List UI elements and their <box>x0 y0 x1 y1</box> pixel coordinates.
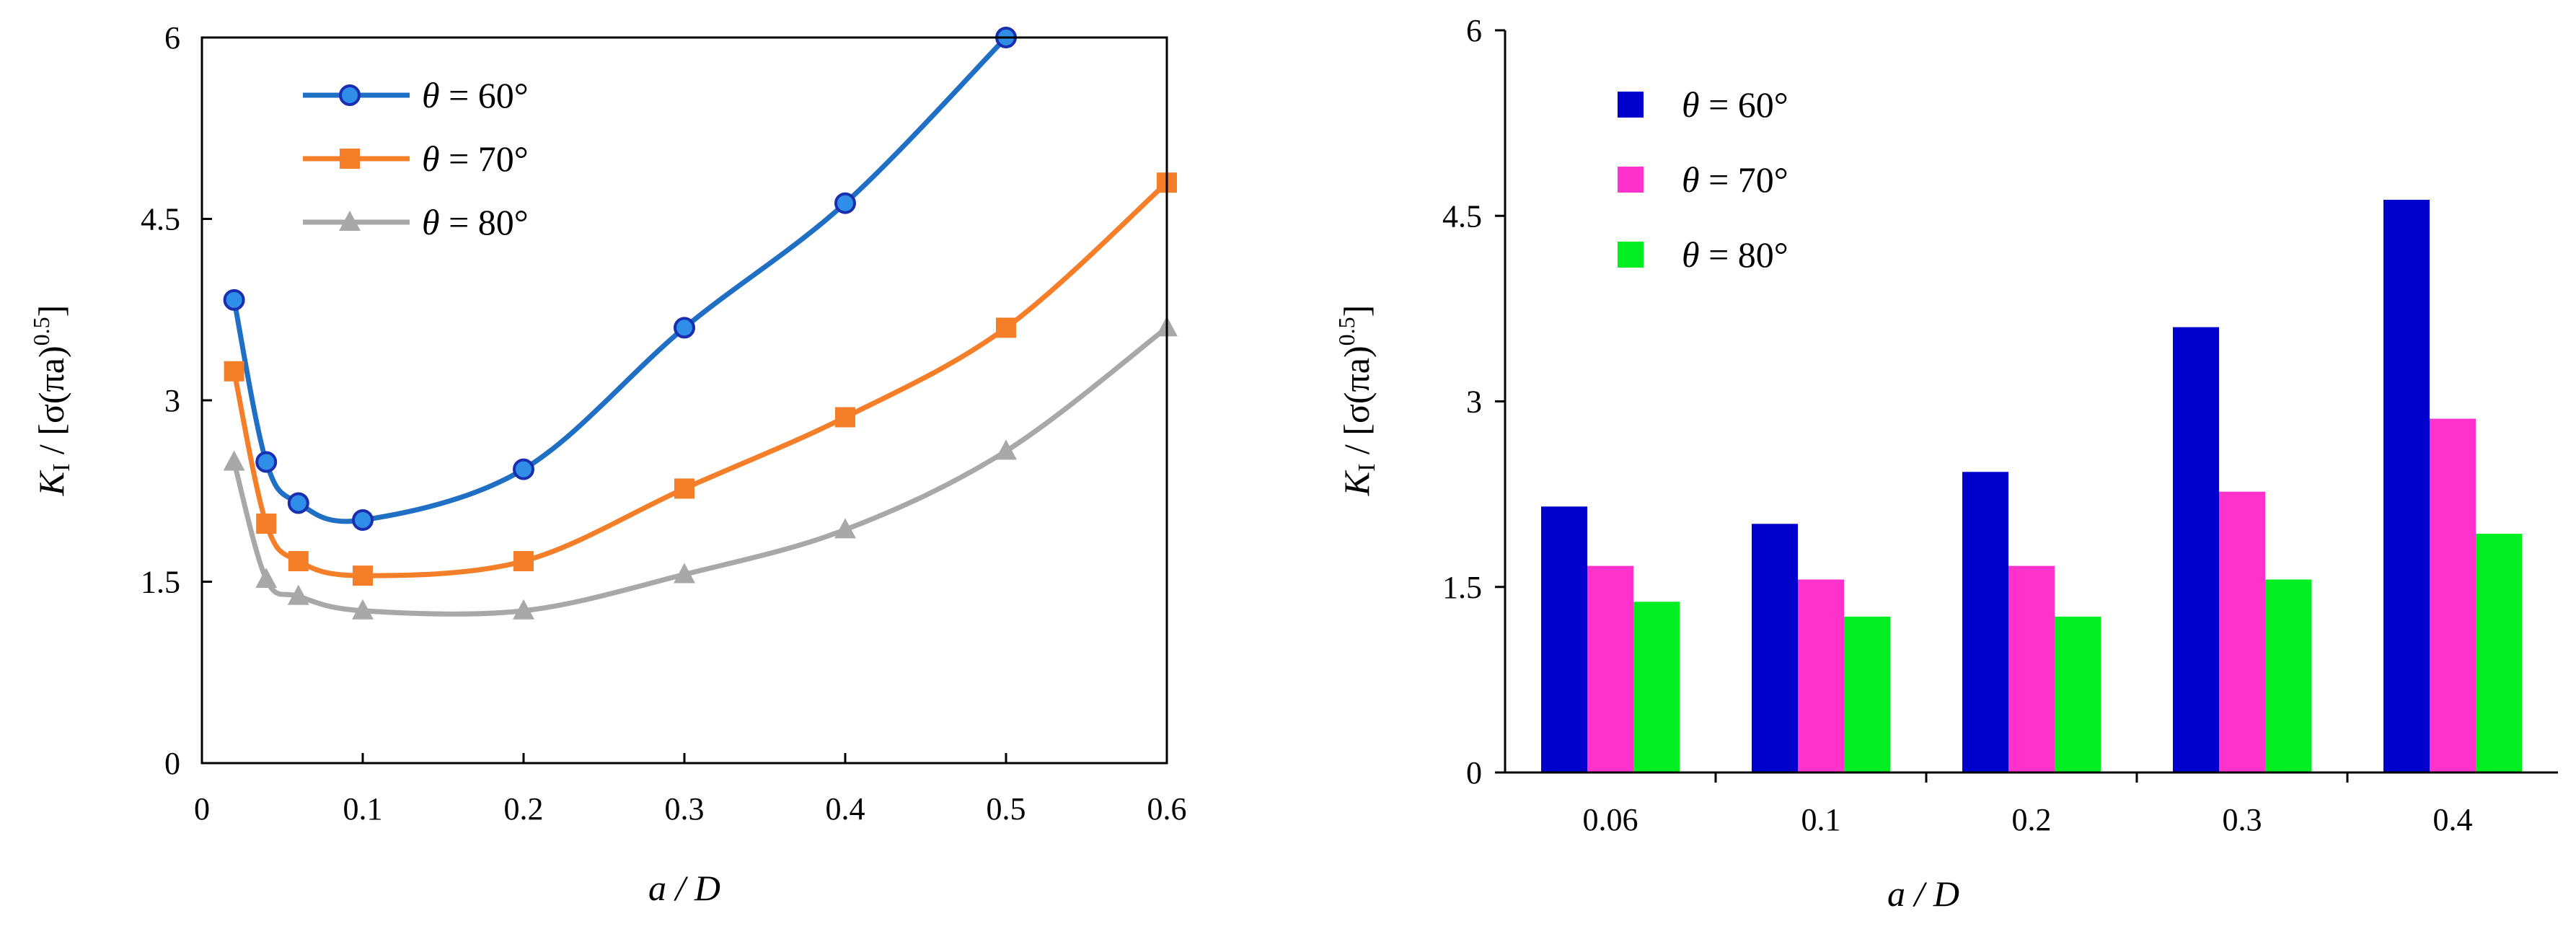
line-chart: 0 0.1 0.2 0.3 0.4 0.5 0.601.534.56 θ = 60°θ = … <box>28 20 1187 908</box>
legend-marker <box>340 149 360 169</box>
bar-s1-0 <box>1587 566 1633 772</box>
bar-s2-4 <box>2476 534 2522 772</box>
x-tick-label: 0.1 <box>1801 802 1841 837</box>
legend-label: θ = 70° <box>422 138 529 179</box>
legend-label: θ = 60° <box>422 75 529 115</box>
bar-s0-4 <box>2383 200 2430 772</box>
legend-entry-2: θ = 80° <box>303 202 529 242</box>
line-chart-plot-frame <box>202 38 1167 763</box>
bar-chart: 0 1.5 3 4.5 6 0.06 0.1 0.2 0.3 0.4 θ = 60° θ = 70°… <box>1333 13 2558 914</box>
data-point-s1-4 <box>513 551 534 571</box>
line-chart-ylabel: KI / [σ(πa)0.5] <box>28 305 75 497</box>
data-point-s0-6 <box>836 194 855 213</box>
data-point-s0-5 <box>675 318 694 337</box>
x-tick-label: 0.4 <box>2433 802 2473 837</box>
figure: 0 0.1 0.2 0.3 0.4 0.5 0.601.534.56 θ = 60°θ = … <box>0 0 2576 929</box>
bar-s2-1 <box>1844 617 1890 772</box>
data-point-s0-4 <box>514 460 533 479</box>
bar-s0-2 <box>1962 472 2008 772</box>
y-tick-label: 0 <box>1466 755 1482 791</box>
bar-chart-legend: θ = 60° θ = 70° θ = 80° <box>1618 84 1788 275</box>
x-tick-label: 0.3 <box>665 791 705 827</box>
data-point-s2-0 <box>224 451 245 471</box>
data-point-s2-7 <box>995 439 1017 459</box>
data-point-s1-6 <box>835 407 855 427</box>
bar-s1-1 <box>1798 579 1844 772</box>
bar-chart-xlabel: a / D <box>1887 873 1959 914</box>
x-tick-label: 0.2 <box>2012 802 2052 837</box>
legend-label: θ = 60° <box>1682 84 1788 125</box>
bar-s2-3 <box>2265 579 2311 772</box>
line-chart-xlabel: a / D <box>648 868 720 908</box>
line-chart-ticks: 0 0.1 0.2 0.3 0.4 0.5 0.6 0 1.5 3 4.5 6 <box>141 20 1187 827</box>
bar-s0-0 <box>1541 506 1587 772</box>
x-tick-label: 0.2 <box>504 791 544 827</box>
data-point-s1-0 <box>224 361 244 382</box>
data-point-s0-0 <box>225 291 244 309</box>
x-tick-label: 0.06 <box>1583 802 1638 837</box>
bar-s2-0 <box>1633 602 1680 772</box>
x-tick-label: 0 <box>194 791 210 827</box>
y-tick-label: 4.5 <box>141 202 180 237</box>
legend-label: θ = 80° <box>1682 234 1788 275</box>
y-tick-label: 1.5 <box>141 565 180 600</box>
legend-swatch <box>1618 242 1644 268</box>
line-series-group <box>234 38 1167 614</box>
data-point-s1-2 <box>288 551 309 571</box>
data-point-s1-5 <box>674 478 694 498</box>
line-series-2 <box>234 327 1167 614</box>
data-point-s2-1 <box>255 568 277 588</box>
data-point-s0-2 <box>289 494 308 513</box>
bar-chart-ylabel: KI / [σ(πa)0.5] <box>1333 305 1380 497</box>
line-markers-group <box>224 28 1178 620</box>
bar-s0-3 <box>2173 327 2219 772</box>
x-tick-label: 0.5 <box>987 791 1026 827</box>
x-tick-label: 0.4 <box>826 791 865 827</box>
legend-entry-1: θ = 70° <box>303 138 529 179</box>
data-point-s1-7 <box>996 317 1016 338</box>
y-tick-label: 3 <box>1466 384 1482 420</box>
line-chart-legend: θ = 60° θ = 70° θ = 80° <box>303 75 529 242</box>
legend-entry-0: θ = 60° <box>1618 84 1788 125</box>
y-tick-label: 6 <box>1466 13 1482 48</box>
legend-swatch <box>1618 92 1644 118</box>
x-tick-label: 0.1 <box>343 791 383 827</box>
y-tick-label: 6 <box>164 20 180 56</box>
bar-s2-2 <box>2055 617 2101 772</box>
y-tick-label: 3 <box>164 383 180 418</box>
bar-s1-4 <box>2430 419 2476 772</box>
data-point-s0-3 <box>353 511 372 529</box>
data-point-s1-1 <box>256 514 276 534</box>
legend-swatch <box>1618 167 1644 193</box>
x-tick-label: 0.3 <box>2223 802 2262 837</box>
bar-s1-3 <box>2219 492 2265 772</box>
bar-s0-1 <box>1752 524 1798 772</box>
line-series-0 <box>234 38 1006 521</box>
legend-entry-2: θ = 80° <box>1618 234 1788 275</box>
x-tick-label: 0.6 <box>1147 791 1187 827</box>
bar-series-group <box>1541 200 2522 772</box>
y-tick-label: 1.5 <box>1442 570 1482 605</box>
data-point-s0-1 <box>257 453 275 472</box>
legend-marker <box>340 86 359 105</box>
legend-entry-0: θ = 60° <box>303 75 529 115</box>
legend-label: θ = 70° <box>1682 159 1788 200</box>
legend-entry-1: θ = 70° <box>1618 159 1788 200</box>
bar-s1-2 <box>2008 566 2055 772</box>
y-tick-label: 4.5 <box>1442 198 1482 234</box>
data-point-s1-3 <box>353 565 373 586</box>
legend-label: θ = 80° <box>422 202 529 242</box>
y-tick-label: 0 <box>164 746 180 781</box>
